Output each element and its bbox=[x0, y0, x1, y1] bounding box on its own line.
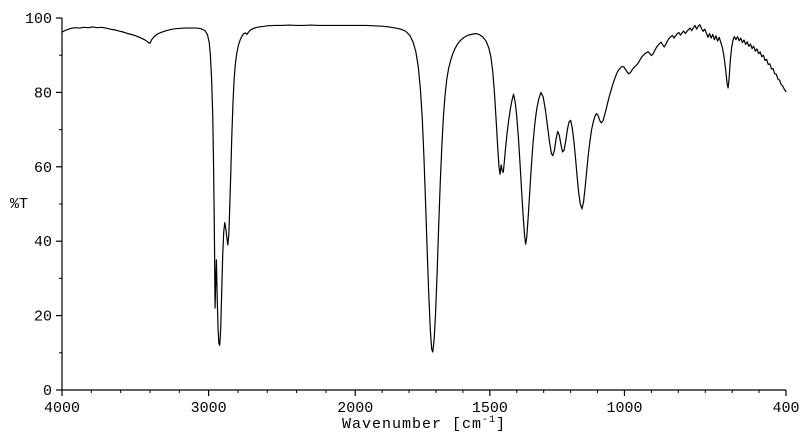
x-axis-label-text: Wavenumber [cm bbox=[341, 416, 482, 433]
x-tick-label: 1500 bbox=[472, 400, 508, 417]
y-tick-label: 60 bbox=[34, 160, 52, 177]
x-tick-label: 1000 bbox=[606, 400, 642, 417]
y-axis-label: %T bbox=[10, 196, 29, 213]
spectrum-trace bbox=[61, 24, 787, 353]
x-tick-label: 3000 bbox=[191, 400, 227, 417]
x-tick-label: 4000 bbox=[44, 400, 80, 417]
x-tick-label: 400 bbox=[772, 400, 799, 417]
x-tick-label: 2000 bbox=[337, 400, 373, 417]
y-tick-label: 40 bbox=[34, 234, 52, 251]
y-tick-label: 80 bbox=[34, 85, 52, 102]
x-axis-label-superscript: -1 bbox=[482, 415, 497, 426]
y-tick-label: 0 bbox=[43, 383, 52, 400]
y-tick-label: 20 bbox=[34, 309, 52, 326]
axes bbox=[61, 18, 786, 391]
x-axis-label: Wavenumber [cm-1] bbox=[342, 415, 506, 433]
x-axis-label-bracket: ] bbox=[496, 416, 507, 433]
y-tick-label: 100 bbox=[25, 11, 52, 28]
